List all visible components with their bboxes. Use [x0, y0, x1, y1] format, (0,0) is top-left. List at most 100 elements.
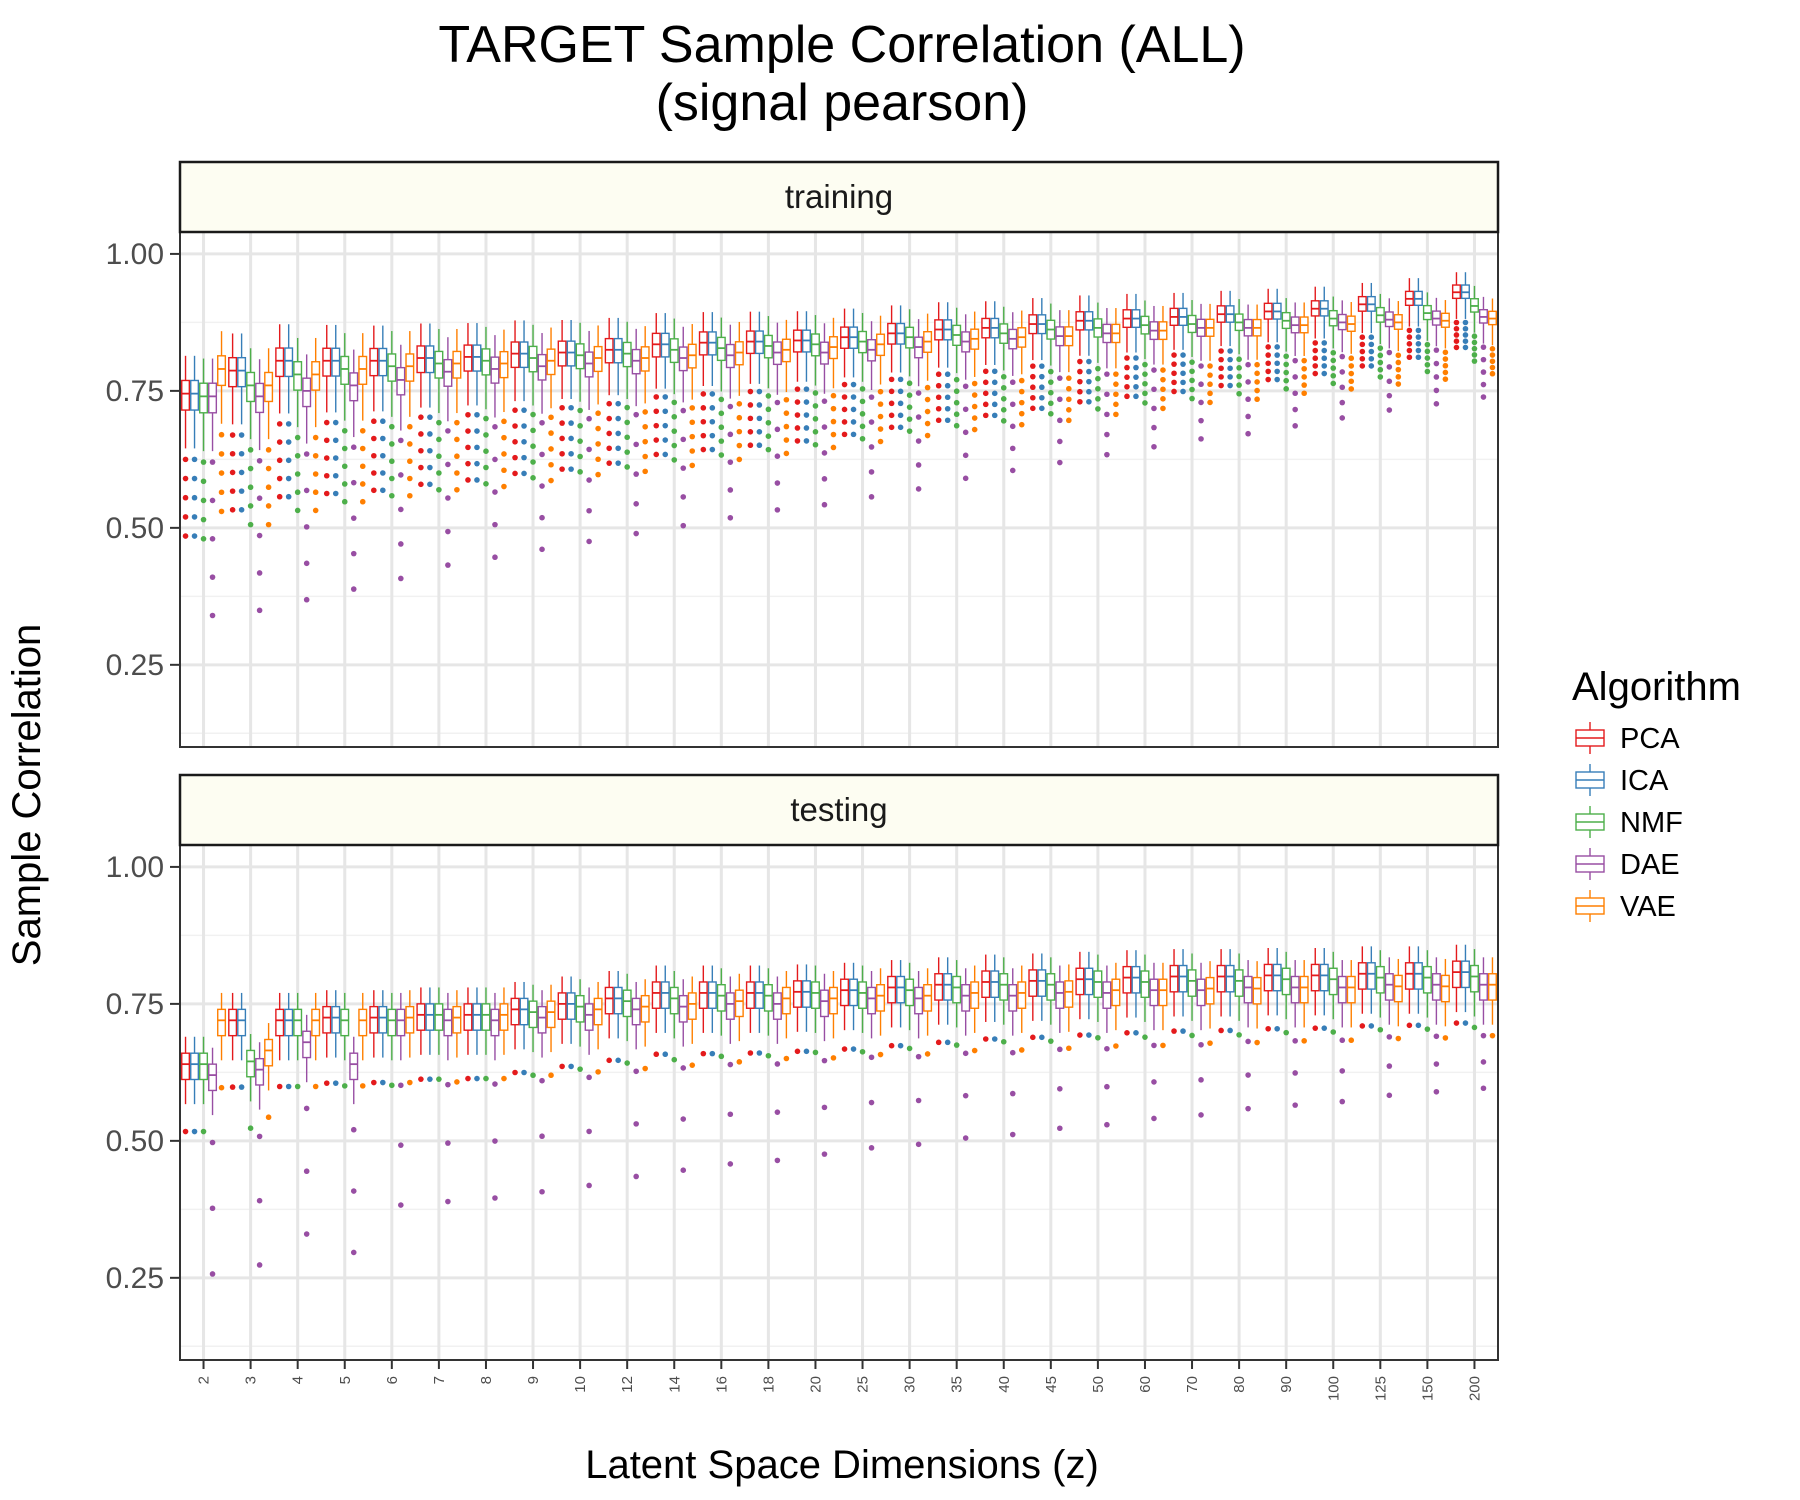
- outlier-point: [935, 417, 942, 424]
- outlier-point: [1471, 333, 1478, 340]
- outlier-point: [1095, 365, 1101, 372]
- outlier-point: [662, 437, 669, 443]
- outlier-point: [1113, 411, 1119, 418]
- outlier-point: [1160, 367, 1166, 373]
- outlier-point: [1124, 355, 1130, 361]
- outlier-point: [501, 451, 507, 457]
- outlier-point: [689, 419, 696, 426]
- outlier-point: [1442, 362, 1449, 369]
- outlier-point: [709, 418, 716, 425]
- outlier-point: [1471, 345, 1478, 352]
- outlier-point: [953, 411, 960, 418]
- box-ica-9: [519, 341, 529, 369]
- outlier-point: [191, 494, 198, 501]
- outlier-point: [586, 538, 592, 545]
- outlier-point: [1207, 381, 1213, 388]
- outlier-point: [1321, 1025, 1328, 1031]
- outlier-point: [718, 396, 725, 403]
- box-pca-3: [228, 1008, 238, 1037]
- box-nmf-60: [1140, 970, 1150, 999]
- outlier-point: [868, 1099, 875, 1106]
- outlier-point: [1180, 388, 1186, 395]
- outlier-point: [492, 554, 498, 561]
- outlier-point: [1480, 1059, 1487, 1065]
- outlier-point: [718, 438, 725, 444]
- box-ica-7: [425, 1003, 435, 1031]
- outlier-point: [1339, 415, 1346, 421]
- outlier-point: [512, 1069, 518, 1076]
- outlier-point: [1245, 413, 1251, 420]
- series-pca-testing: [181, 944, 1461, 1135]
- outlier-point: [794, 438, 801, 444]
- outlier-point: [323, 419, 330, 426]
- outlier-point: [427, 414, 433, 420]
- outlier-point: [247, 447, 254, 453]
- outlier-point: [398, 437, 404, 444]
- box-vae-4: [311, 361, 321, 391]
- outlier-point: [1359, 334, 1366, 340]
- outlier-point: [1236, 356, 1242, 363]
- outlier-point: [483, 448, 489, 455]
- outlier-point: [1471, 339, 1478, 346]
- box-nmf-35: [952, 975, 962, 1004]
- outlier-point: [944, 382, 951, 389]
- outlier-point: [1433, 374, 1440, 380]
- outlier-point: [323, 472, 330, 479]
- outlier-point: [418, 464, 424, 471]
- outlier-point: [756, 1050, 763, 1056]
- box-pca-80: [1216, 964, 1226, 993]
- outlier-point: [850, 394, 857, 400]
- legend-label: VAE: [1620, 891, 1676, 923]
- outlier-point: [1265, 1025, 1271, 1032]
- outlier-point: [1348, 1037, 1355, 1044]
- box-ica-80: [1225, 964, 1235, 993]
- outlier-point: [371, 452, 377, 459]
- outlier-point: [841, 1046, 848, 1052]
- outlier-point: [1113, 391, 1119, 398]
- outlier-point: [1274, 1025, 1280, 1032]
- outlier-point: [633, 441, 639, 448]
- outlier-point: [633, 1121, 639, 1127]
- outlier-point: [888, 376, 895, 383]
- outlier-point: [1312, 340, 1319, 346]
- outlier-point: [1283, 361, 1289, 368]
- outlier-point: [492, 1195, 498, 1201]
- outlier-point: [539, 451, 545, 458]
- outlier-point: [1207, 1040, 1213, 1046]
- outlier-point: [229, 507, 236, 513]
- outlier-point: [436, 419, 442, 426]
- outlier-point: [465, 477, 471, 483]
- outlier-point: [548, 1072, 554, 1079]
- outlier-point: [483, 481, 489, 487]
- series-nmf-testing: [199, 949, 1479, 1135]
- outlier-point: [1236, 365, 1242, 371]
- outlier-point: [1189, 359, 1195, 365]
- outlier-point: [1254, 396, 1260, 403]
- outlier-point: [407, 458, 413, 465]
- outlier-point: [1377, 1026, 1384, 1033]
- outlier-point: [276, 457, 283, 464]
- outlier-point: [783, 1055, 790, 1062]
- outlier-point: [1480, 394, 1487, 400]
- box-dae-12: [631, 997, 641, 1026]
- y-tick-label: 1.00: [106, 851, 164, 884]
- outlier-point: [841, 419, 848, 425]
- outlier-point: [1330, 357, 1337, 364]
- outlier-point: [859, 423, 866, 430]
- outlier-point: [680, 436, 687, 443]
- outlier-point: [568, 466, 574, 472]
- outlier-point: [841, 381, 848, 388]
- outlier-point: [982, 401, 989, 408]
- outlier-point: [971, 426, 978, 433]
- outlier-point: [341, 498, 348, 505]
- outlier-point: [1312, 370, 1319, 377]
- outlier-point: [1066, 375, 1072, 381]
- outlier-point: [1124, 393, 1130, 400]
- outlier-point: [418, 447, 424, 454]
- outlier-point: [859, 398, 866, 405]
- box-pca-45: [1028, 969, 1038, 997]
- outlier-point: [606, 430, 612, 437]
- outlier-point: [530, 1072, 536, 1079]
- outlier-point: [1198, 1112, 1204, 1118]
- outlier-point: [1471, 1024, 1478, 1031]
